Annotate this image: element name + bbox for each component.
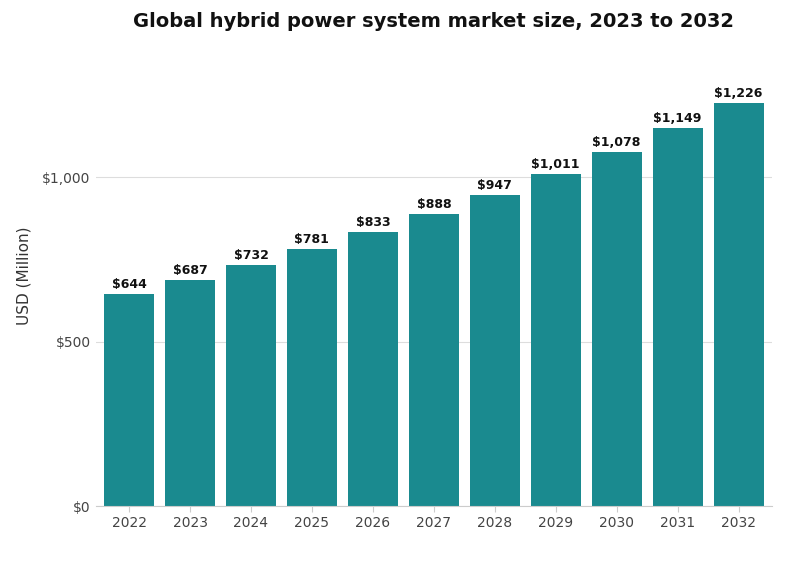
Bar <box>409 214 458 506</box>
Text: $687: $687 <box>173 264 208 277</box>
Text: $1,149: $1,149 <box>654 112 702 125</box>
Text: $947: $947 <box>478 179 512 191</box>
Bar <box>348 232 398 506</box>
Bar <box>287 250 337 506</box>
Title: Global hybrid power system market size, 2023 to 2032: Global hybrid power system market size, … <box>133 12 735 30</box>
Text: $1,011: $1,011 <box>532 158 580 171</box>
Text: $1,226: $1,226 <box>714 87 763 100</box>
Bar <box>591 152 642 506</box>
Bar <box>653 128 703 506</box>
Text: $833: $833 <box>356 216 390 229</box>
Bar <box>470 195 520 506</box>
Bar <box>531 174 581 506</box>
Text: $781: $781 <box>295 233 330 246</box>
Bar <box>104 294 154 506</box>
Bar <box>713 103 763 506</box>
Text: $732: $732 <box>233 249 268 262</box>
Text: $644: $644 <box>111 278 146 291</box>
Y-axis label: USD (Million): USD (Million) <box>16 227 31 325</box>
Bar <box>165 280 215 506</box>
Text: $888: $888 <box>416 198 451 211</box>
Text: $1,078: $1,078 <box>592 136 641 148</box>
Bar <box>226 266 276 506</box>
